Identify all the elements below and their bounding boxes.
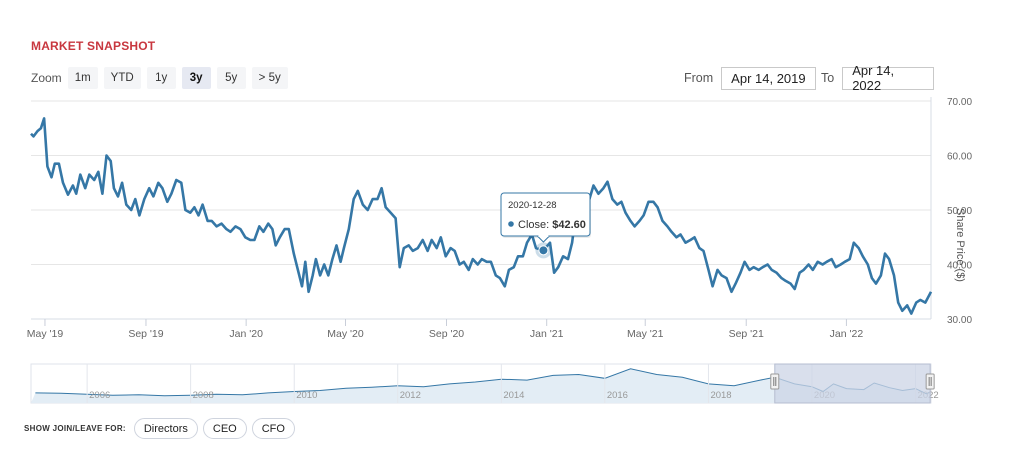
zoom-ytd-button[interactable]: YTD bbox=[103, 67, 141, 89]
x-tick-label: May '20 bbox=[327, 328, 364, 340]
navigator-year-label: 2008 bbox=[193, 390, 214, 401]
page-title: MARKET SNAPSHOT bbox=[31, 39, 156, 53]
zoom-all-button[interactable]: > 5y bbox=[251, 67, 288, 89]
y-tick-label: 50.00 bbox=[947, 206, 972, 217]
navigator-year-label: 2018 bbox=[710, 390, 731, 401]
join-leave-filter: SHOW JOIN/LEAVE FOR: Directors CEO CFO bbox=[24, 418, 300, 439]
zoom-1m-button[interactable]: 1m bbox=[67, 67, 98, 89]
x-tick-label: Sep '21 bbox=[729, 328, 764, 340]
navigator[interactable]: 200620082010201220142016201820202022 bbox=[30, 363, 939, 404]
navigator-year-label: 2010 bbox=[296, 390, 317, 401]
y-tick-label: 70.00 bbox=[947, 97, 972, 108]
navigator-year-label: 2016 bbox=[607, 390, 628, 401]
price-series-line bbox=[30, 117, 933, 315]
x-tick-label: Jan '21 bbox=[530, 328, 564, 340]
join-leave-label: SHOW JOIN/LEAVE FOR: bbox=[24, 424, 126, 433]
x-tick-label: Jan '22 bbox=[830, 328, 864, 340]
navigator-selection bbox=[774, 363, 931, 404]
navigator-area bbox=[31, 368, 931, 403]
navigator-year-label: 2006 bbox=[89, 390, 110, 401]
range-to: To Apr 14, 2022 bbox=[821, 63, 935, 93]
x-tick-label: Sep '20 bbox=[429, 328, 464, 340]
y-tick-label: 30.00 bbox=[947, 315, 972, 326]
x-axis-ticks: May '19 Sep '19 Jan '20 May '20 Sep '20 Jan '… bbox=[27, 319, 864, 340]
y-axis-ticks: 30.00 40.00 50.00 60.00 70.00 bbox=[947, 97, 972, 326]
tooltip-date: 2020-12-28 bbox=[508, 200, 557, 211]
to-label: To bbox=[821, 71, 835, 85]
navigator-year-label: 2014 bbox=[503, 390, 524, 401]
chart-grid bbox=[31, 97, 932, 320]
directors-button[interactable]: Directors bbox=[133, 418, 198, 439]
tooltip-series-dot bbox=[508, 221, 514, 227]
x-tick-label: Sep '19 bbox=[128, 328, 163, 340]
y-tick-label: 60.00 bbox=[947, 152, 972, 163]
cfo-button[interactable]: CFO bbox=[251, 418, 295, 439]
tooltip-value: $42.60 bbox=[552, 219, 586, 231]
zoom-5y-button[interactable]: 5y bbox=[216, 67, 246, 89]
x-tick-label: May '19 bbox=[27, 328, 64, 340]
ceo-button[interactable]: CEO bbox=[202, 418, 247, 439]
from-date-input[interactable]: Apr 14, 2019 bbox=[721, 66, 817, 90]
tooltip-label: Close: $42.60 bbox=[518, 219, 586, 231]
hover-marker bbox=[538, 245, 549, 256]
from-label: From bbox=[684, 71, 714, 85]
y-axis-title: Share Price ($) bbox=[954, 208, 966, 282]
zoom-3y-button[interactable]: 3y bbox=[181, 67, 211, 89]
navigator-year-label: 2012 bbox=[400, 390, 421, 401]
navigator-left-handle[interactable] bbox=[770, 373, 780, 390]
y-tick-label: 40.00 bbox=[947, 261, 972, 272]
x-tick-label: May '21 bbox=[627, 328, 664, 340]
zoom-label: Zoom bbox=[31, 71, 62, 85]
tooltip: 2020-12-28 Close: $42.60 bbox=[500, 192, 591, 259]
zoom-controls: Zoom 1m YTD 1y 3y 5y > 5y bbox=[31, 66, 294, 90]
zoom-1y-button[interactable]: 1y bbox=[146, 67, 176, 89]
navigator-right-handle[interactable] bbox=[925, 373, 935, 390]
x-tick-label: Jan '20 bbox=[229, 328, 263, 340]
range-from: From Apr 14, 2019 bbox=[684, 66, 817, 90]
to-date-input[interactable]: Apr 14, 2022 bbox=[842, 63, 935, 93]
tooltip-pointer bbox=[537, 235, 550, 243]
